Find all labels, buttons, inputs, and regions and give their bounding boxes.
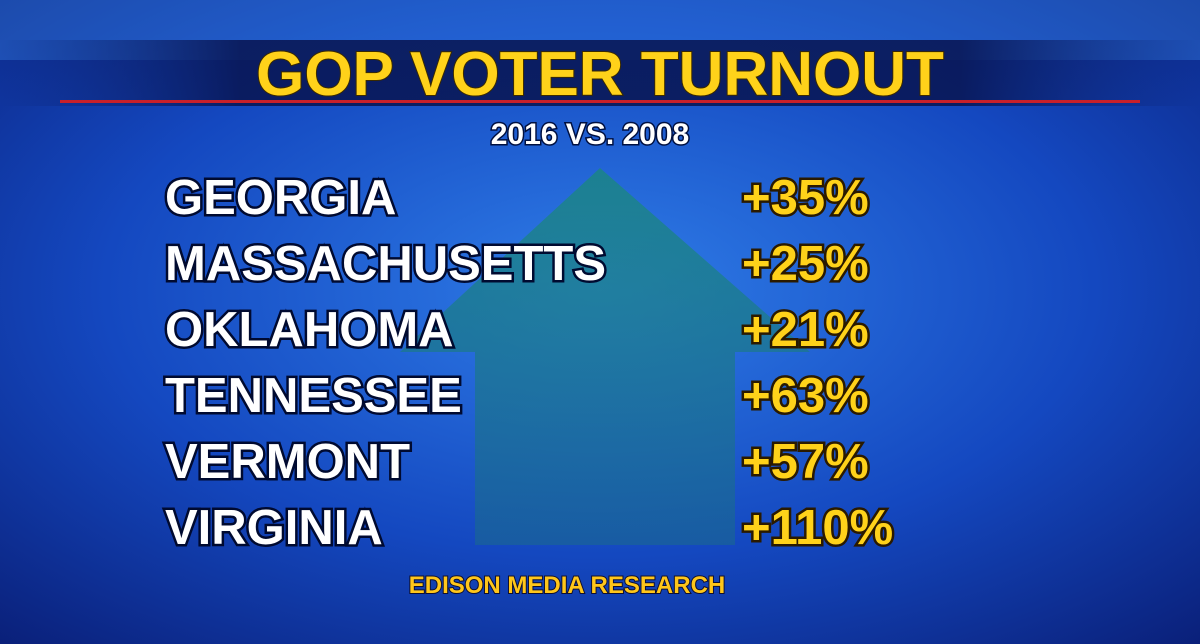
state-name: GEORGIA (165, 171, 396, 225)
table: GEORGIA +35% MASSACHUSETTS +25% OKLAHOMA +21%… (163, 169, 896, 558)
turnout-change: +25% (742, 237, 869, 291)
state-name: MASSACHUSETTS (165, 237, 606, 291)
title: GOP VOTER TURNOUT (256, 40, 944, 109)
turnout-change: +35% (742, 171, 869, 225)
up-arrow (400, 168, 810, 545)
source: EDISON MEDIA RESEARCH (409, 572, 725, 599)
red-rule (60, 100, 1140, 103)
turnout-change: +110% (742, 501, 893, 555)
state-name: VIRGINIA (165, 501, 383, 555)
state-name: TENNESSEE (165, 369, 462, 423)
subtitle: 2016 VS. 2008 (491, 118, 690, 151)
turnout-change: +63% (742, 369, 869, 423)
state-name: OKLAHOMA (165, 303, 454, 357)
title-band (0, 40, 1200, 106)
state-name: VERMONT (165, 435, 410, 489)
turnout-change: +21% (742, 303, 869, 357)
turnout-change: +57% (742, 435, 869, 489)
